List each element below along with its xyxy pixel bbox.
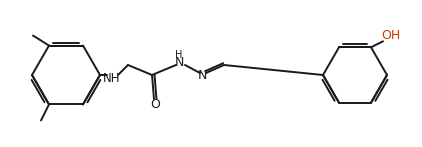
Text: N: N <box>174 56 184 69</box>
Text: NH: NH <box>103 71 121 85</box>
Text: H: H <box>175 50 183 60</box>
Text: O: O <box>150 98 160 112</box>
Text: OH: OH <box>381 29 400 42</box>
Text: N: N <box>197 69 207 81</box>
